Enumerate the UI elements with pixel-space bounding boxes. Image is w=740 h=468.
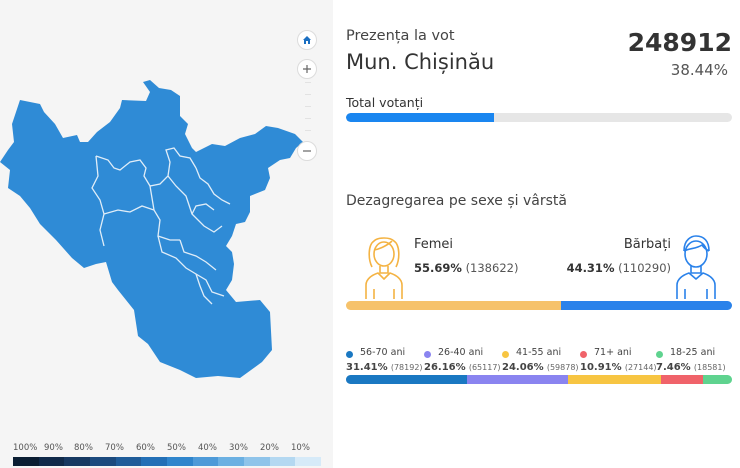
legend-swatch bbox=[38, 457, 65, 466]
male-count: (110290) bbox=[618, 261, 671, 275]
legend-swatch bbox=[167, 457, 193, 466]
female-icon bbox=[365, 237, 403, 299]
zoom-out-icon bbox=[303, 150, 311, 152]
age-groups: 56-70 ani 31.41% (78192) 26-40 ani 26.16… bbox=[346, 346, 732, 380]
legend-swatch bbox=[218, 457, 245, 466]
legend-color-scale bbox=[13, 457, 322, 466]
age-percent: 10.91% bbox=[580, 362, 622, 373]
zoom-in-button[interactable] bbox=[297, 59, 317, 79]
legend-swatch bbox=[141, 457, 168, 466]
home-icon bbox=[303, 36, 311, 44]
age-count: (65117) bbox=[468, 363, 501, 372]
legend-label: 30% bbox=[229, 443, 248, 453]
legend-labels: 100% 90% 80% 70% 60% 50% 40% 30% 20% 10% bbox=[0, 443, 333, 455]
age-stat: 31.41% (78192) bbox=[346, 362, 423, 373]
map-region-outline[interactable] bbox=[0, 80, 303, 378]
age-bar-segment bbox=[661, 375, 704, 384]
male-label: Bărbați bbox=[623, 237, 671, 252]
age-count: (59878) bbox=[546, 363, 579, 372]
age-dot bbox=[346, 351, 353, 358]
legend-label: 80% bbox=[74, 443, 93, 453]
zoom-slider[interactable] bbox=[305, 82, 311, 144]
male-icon bbox=[676, 235, 716, 299]
home-button[interactable] bbox=[297, 30, 317, 50]
age-bar-segment bbox=[568, 375, 662, 384]
legend-label: 40% bbox=[198, 443, 217, 453]
age-dot bbox=[424, 351, 431, 358]
region-name: Mun. Chișinău bbox=[346, 50, 495, 74]
total-percent: 38.44% bbox=[670, 61, 728, 79]
age-range: 41-55 ani bbox=[516, 347, 562, 358]
age-range: 71+ ani bbox=[594, 347, 632, 358]
age-range: 18-25 ani bbox=[670, 347, 716, 358]
gender-bar bbox=[346, 301, 732, 310]
gender-age-title: Dezagregarea pe sexe și vârstă bbox=[346, 193, 567, 209]
total-count: 248912 bbox=[627, 28, 732, 57]
age-count: (18581) bbox=[693, 363, 726, 372]
zoom-in-icon bbox=[303, 65, 311, 73]
legend-label: 60% bbox=[136, 443, 155, 453]
female-segment bbox=[346, 301, 561, 310]
age-percent: 7.46% bbox=[656, 362, 691, 373]
age-stat: 10.91% (27144) bbox=[580, 362, 657, 373]
age-count: (78192) bbox=[390, 363, 423, 372]
age-count: (27144) bbox=[624, 363, 657, 372]
legend-label: 50% bbox=[167, 443, 186, 453]
female-stats: 55.69% (138622) bbox=[414, 261, 518, 275]
male-stats: 44.31% (110290) bbox=[567, 261, 671, 275]
age-dot bbox=[502, 351, 509, 358]
total-voters-label: Total votanți bbox=[346, 95, 424, 110]
legend-swatch bbox=[13, 457, 39, 466]
total-voters-bar bbox=[346, 113, 732, 122]
legend-swatch bbox=[244, 457, 270, 466]
female-percent: 55.69% bbox=[414, 261, 462, 275]
age-percent: 26.16% bbox=[424, 362, 466, 373]
legend-swatch bbox=[64, 457, 91, 466]
district-borders bbox=[91, 147, 231, 305]
age-stat: 26.16% (65117) bbox=[424, 362, 501, 373]
stats-panel: Prezența la vot Mun. Chișinău 248912 38.… bbox=[346, 0, 732, 468]
age-stat: 7.46% (18581) bbox=[656, 362, 726, 373]
age-dot bbox=[580, 351, 587, 358]
zoom-out-button[interactable] bbox=[297, 141, 317, 161]
age-range: 56-70 ani bbox=[360, 347, 406, 358]
total-voters-fill bbox=[346, 113, 495, 122]
chisinau-map[interactable] bbox=[0, 0, 333, 440]
turnout-label: Prezența la vot bbox=[346, 28, 455, 44]
legend-swatch bbox=[115, 457, 142, 466]
age-stat: 24.06% (59878) bbox=[502, 362, 579, 373]
age-percent: 31.41% bbox=[346, 362, 388, 373]
female-count: (138622) bbox=[465, 261, 519, 275]
age-dot bbox=[656, 351, 663, 358]
legend-swatch bbox=[90, 457, 116, 466]
legend-swatch bbox=[192, 457, 219, 466]
female-label: Femei bbox=[414, 237, 454, 252]
male-segment bbox=[560, 301, 732, 310]
male-percent: 44.31% bbox=[566, 261, 615, 275]
legend-label: 10% bbox=[291, 443, 310, 453]
age-bar-segment bbox=[346, 375, 468, 384]
legend-swatch bbox=[295, 457, 322, 466]
legend-label: 90% bbox=[44, 443, 63, 453]
age-bar bbox=[346, 375, 732, 384]
age-range: 26-40 ani bbox=[438, 347, 484, 358]
legend-label: 70% bbox=[105, 443, 124, 453]
age-bar-segment bbox=[467, 375, 569, 384]
age-percent: 24.06% bbox=[502, 362, 544, 373]
age-bar-segment bbox=[703, 375, 732, 384]
map-panel[interactable]: 100% 90% 80% 70% 60% 50% 40% 30% 20% 10% bbox=[0, 0, 333, 468]
legend-label: 100% bbox=[13, 443, 38, 453]
legend-label: 20% bbox=[260, 443, 279, 453]
legend-swatch bbox=[269, 457, 296, 466]
